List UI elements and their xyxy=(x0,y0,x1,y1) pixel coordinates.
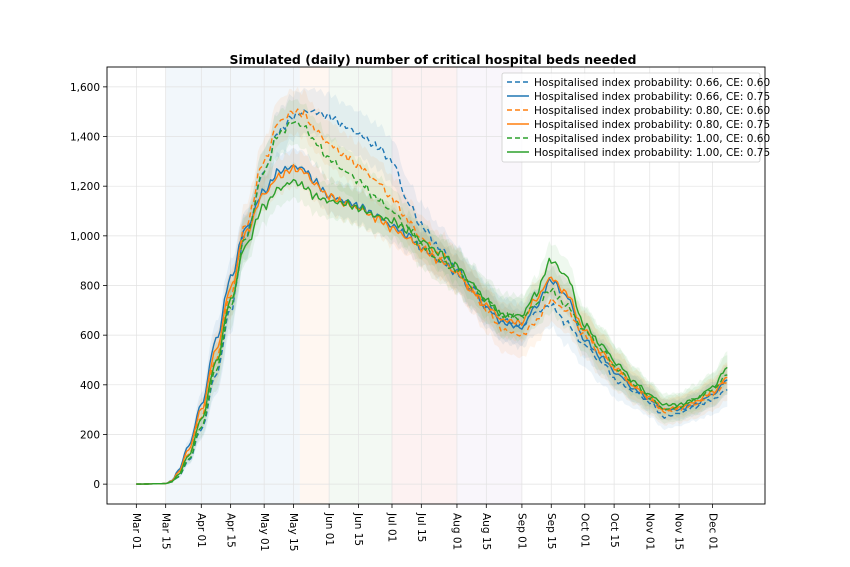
legend-box xyxy=(501,72,761,163)
x-tick-label: Mar 15 xyxy=(159,513,171,550)
x-tick-label: Oct 01 xyxy=(578,513,590,548)
y-tick-label: 1,000 xyxy=(70,231,100,243)
series-line-4 xyxy=(136,121,728,485)
chart-title: Simulated (daily) number of critical hos… xyxy=(230,52,637,67)
legend-label-5: Hospitalised index probability: 1.00, CE… xyxy=(534,147,770,159)
x-tick-label: Jul 15 xyxy=(415,512,427,542)
legend-label-2: Hospitalised index probability: 0.80, CE… xyxy=(534,105,770,117)
x-tick-label: May 01 xyxy=(258,513,270,551)
y-tick-label: 800 xyxy=(80,281,100,293)
x-tick-label: Mar 01 xyxy=(130,513,142,550)
series-line-2 xyxy=(136,108,728,485)
x-tick-label: Oct 15 xyxy=(608,513,620,548)
series-line-3 xyxy=(136,163,728,485)
x-tick-label: May 15 xyxy=(287,513,299,551)
y-tick-label: 1,400 xyxy=(70,132,100,144)
legend-label-0: Hospitalised index probability: 0.66, CE… xyxy=(534,77,770,89)
legend-label-3: Hospitalised index probability: 0.80, CE… xyxy=(534,119,770,131)
y-tick-label: 1,200 xyxy=(70,181,100,193)
series-lines xyxy=(136,108,728,485)
y-tick-label: 600 xyxy=(80,330,100,342)
x-tick-label: Nov 01 xyxy=(643,513,655,550)
x-tick-label: Aug 01 xyxy=(451,513,463,550)
x-tick-label: Dec 01 xyxy=(706,513,718,550)
legend: Hospitalised index probability: 0.66, CE… xyxy=(501,72,770,163)
x-tick-label: Sep 01 xyxy=(516,513,528,550)
legend-label-4: Hospitalised index probability: 1.00, CE… xyxy=(534,133,770,145)
x-tick-label: Jun 01 xyxy=(323,512,335,546)
y-tick-label: 400 xyxy=(80,380,100,392)
series-line-1 xyxy=(136,164,728,485)
y-axis-ticks: 0 200 400 600 800 1,000 1,200 1,400 1,600 xyxy=(70,82,107,491)
series-line-5 xyxy=(136,178,728,485)
x-tick-label: Nov 15 xyxy=(673,513,685,550)
y-tick-label: 1,600 xyxy=(70,82,100,94)
x-tick-label: Aug 15 xyxy=(480,513,492,550)
x-tick-label: Jun 15 xyxy=(352,512,364,546)
x-tick-label: Jul 01 xyxy=(386,512,398,542)
grid xyxy=(107,67,765,504)
y-tick-label: 200 xyxy=(80,429,100,441)
x-tick-label: Apr 01 xyxy=(195,513,207,548)
x-tick-label: Apr 15 xyxy=(224,513,236,548)
legend-label-1: Hospitalised index probability: 0.66, CE… xyxy=(534,91,770,103)
y-tick-label: 0 xyxy=(93,479,100,491)
x-tick-label: Sep 15 xyxy=(545,513,557,550)
x-axis-ticks: Mar 01 Mar 15 Apr 01 Apr 15 May 01 May 15 Jun … xyxy=(130,504,718,551)
